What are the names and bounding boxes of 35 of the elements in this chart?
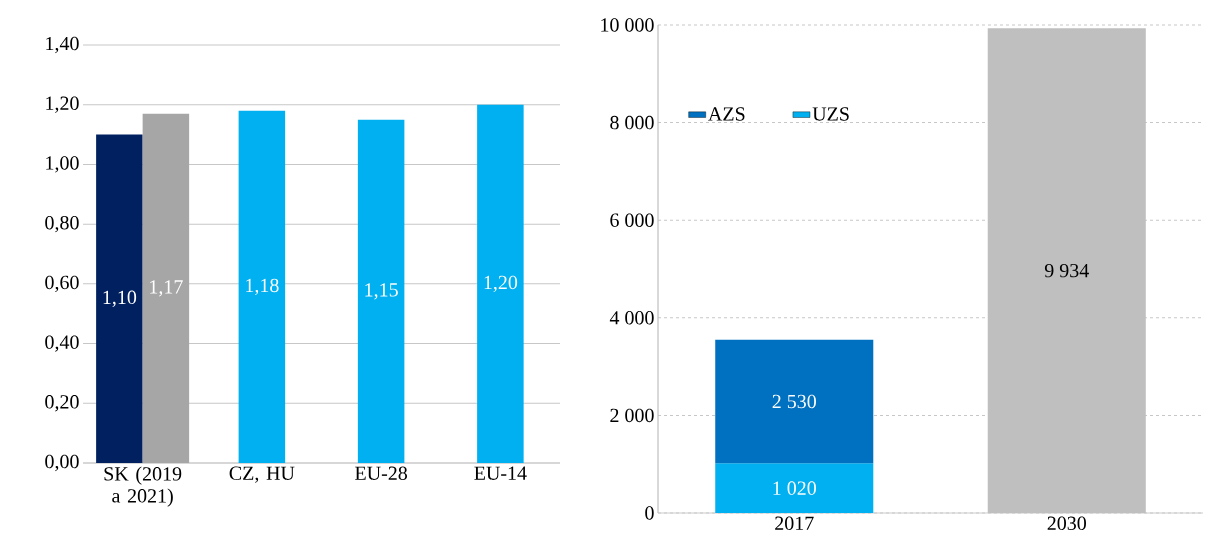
x-tick-label: EU-14	[474, 466, 527, 480]
y-tick-label: 8 000	[610, 115, 654, 130]
data-label: 1,10	[103, 290, 137, 307]
bar	[477, 104, 524, 463]
y-tick-label: 0,40	[45, 335, 79, 352]
bar	[96, 134, 143, 463]
y-tick-label: 0	[645, 506, 654, 520]
x-tick-label: 2030	[1047, 516, 1086, 531]
legend-label: UZS	[812, 107, 849, 121]
x-tick-label: EU-28	[355, 466, 408, 481]
data-label: 9 934	[1044, 263, 1089, 278]
data-label: 1,20	[484, 275, 518, 293]
y-tick-label: 0,00	[45, 454, 79, 472]
x-tick-label: SK (2019 a 2021)	[104, 466, 182, 507]
y-tick-label: 4 000	[609, 311, 654, 325]
y-tick-label: 1,00	[46, 156, 79, 173]
bar	[142, 113, 190, 463]
data-label: 2 530	[772, 394, 816, 409]
x-tick-label: CZ, HU	[229, 466, 295, 483]
y-tick-label: 2 000	[610, 408, 654, 423]
y-tick-label: 1,40	[46, 36, 79, 54]
y-tick-label: 0,80	[45, 215, 79, 233]
y-tick-label: 0,60	[45, 275, 79, 293]
y-tick-label: 10 000	[601, 18, 654, 32]
bar	[238, 110, 286, 463]
x-tick-label: 2017	[775, 516, 814, 531]
y-tick-label: 1,20	[46, 96, 79, 113]
data-label: 1,17	[150, 280, 183, 297]
data-label: 1 020	[773, 481, 816, 495]
data-label: 1,18	[246, 278, 279, 296]
y-tick-label: 6 000	[610, 213, 654, 227]
y-tick-label: 0,20	[45, 395, 79, 412]
legend-label: AZS	[708, 107, 745, 121]
data-label: 1,15	[365, 283, 398, 300]
bar	[357, 119, 405, 463]
